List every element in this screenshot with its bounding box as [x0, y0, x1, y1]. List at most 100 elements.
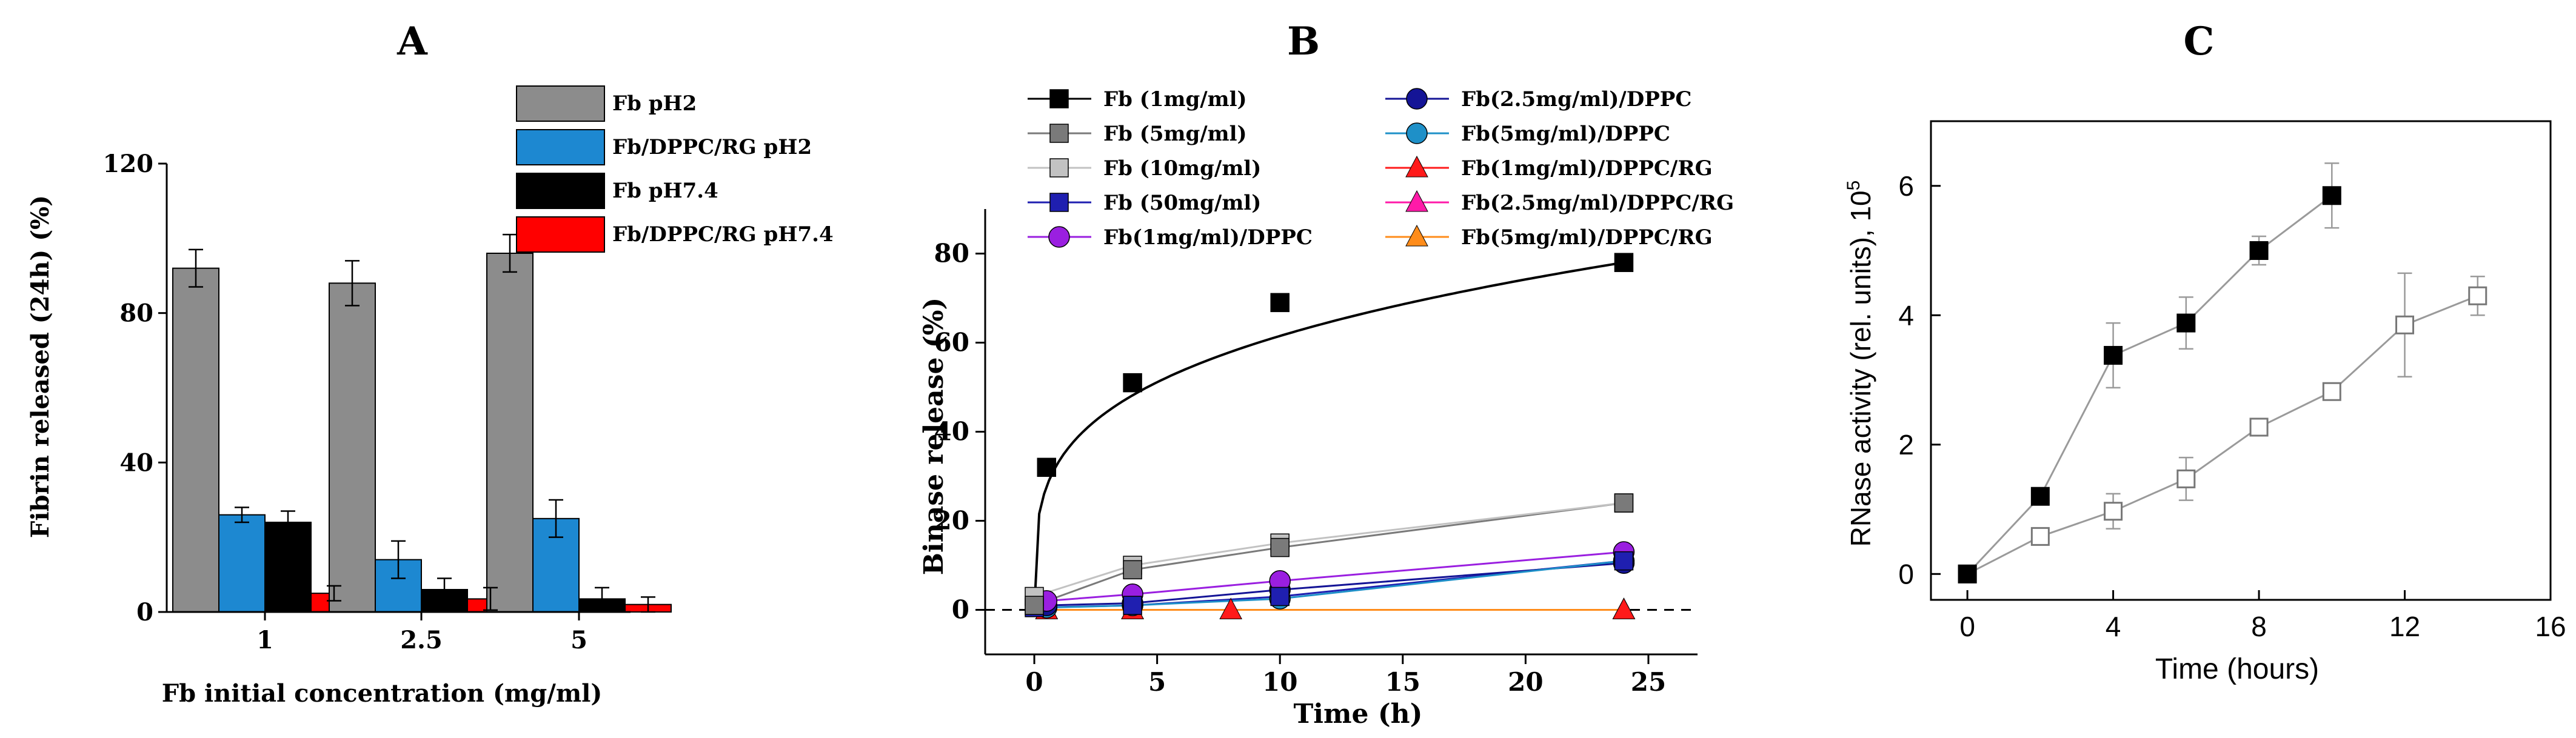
panel-b: B 0 5 10 15 20 25 0 20 40 60 80 Binase release (%)…: [918, 19, 1734, 730]
panel-b-data-point: [1219, 597, 1243, 619]
panel-c-x-tick-label: 12: [2389, 611, 2420, 642]
panel-b-legend-label: Fb(1mg/ml)/DPPC/RG: [1461, 156, 1713, 181]
panel-b-legend-label: Fb(2.5mg/ml)/DPPC: [1461, 87, 1691, 111]
panel-b-legend-label: Fb (50mg/ml): [1103, 191, 1261, 215]
panel-b-series-line: [1046, 562, 1624, 607]
panel-b-data-point: [1270, 537, 1290, 557]
panel-c-y-tick-label: 2: [1898, 429, 1914, 460]
panel-b-x-tick-label: 25: [1631, 667, 1666, 697]
panel-a-legend-swatch: [516, 216, 605, 253]
panel-b-x-tick-label: 15: [1385, 667, 1420, 697]
panel-b-data-point: [1614, 551, 1634, 571]
panel-c-data-point: [1958, 564, 1977, 583]
panel-b-y-axis-title: Binase release (%): [918, 298, 949, 575]
panel-c-series-line: [1967, 194, 2333, 575]
panel-a-x-axis-title: Fb initial concentration (mg/ml): [162, 679, 603, 708]
panel-c-x-tick-label: 8: [2251, 611, 2267, 642]
panel-b-x-tick-label: 20: [1508, 667, 1543, 697]
panel-b-data-point: [1612, 597, 1636, 619]
panel-b-y-tick-label: 60: [934, 328, 969, 357]
panel-c-data-point: [2395, 315, 2415, 334]
panel-c-y-axis-title: RNase activity (rel. units), 105: [1844, 181, 1876, 547]
panel-b-data-point: [1123, 560, 1142, 580]
panel-c-y-tick-label: 0: [1898, 558, 1914, 590]
panel-b-y-tick-label: 40: [934, 417, 969, 447]
panel-a-legend-label: Fb/DPPC/RG pH7.4: [612, 222, 834, 247]
panel-a-bar: [172, 267, 219, 613]
panel-b-series-line: [1034, 502, 1624, 597]
panel-c-x-tick-label: 16: [2535, 611, 2566, 642]
panel-a-legend-label: Fb/DPPC/RG pH2: [612, 135, 812, 159]
panel-c-y-axis-title-text: RNase activity (rel. units), 10: [1845, 190, 1876, 547]
panel-a-legend-label: Fb pH2: [612, 91, 697, 116]
panel-b-data-point: [1270, 293, 1290, 313]
panel-a-legend: Fb pH2 Fb/DPPC/RG pH2 Fb pH7.4 Fb/DPPC/RG p…: [516, 85, 834, 253]
panel-c-data-point: [2322, 186, 2341, 205]
panel-b-legend-label: Fb(5mg/ml)/DPPC/RG: [1461, 225, 1713, 250]
panel-b-legend-marker: [1406, 122, 1428, 144]
panel-b-legend-label: Fb(2.5mg/ml)/DPPC/RG: [1461, 191, 1734, 215]
panel-a-y-axis-title: Fibrin released (24h) (%): [26, 195, 55, 538]
panel-a-y-tick-label: 120: [103, 150, 154, 178]
panel-a-x-tick-label: 1: [256, 626, 273, 654]
panel-b-legend-marker: [1405, 155, 1428, 178]
panel-c-y-tick-label: 6: [1898, 170, 1914, 202]
panel-b-x-tick-label: 10: [1262, 667, 1297, 697]
panel-c-label: C: [2184, 19, 2215, 64]
panel-b-x-tick-label: 0: [1025, 667, 1043, 697]
panel-a-y-tick-label: 40: [119, 448, 153, 477]
panel-b-legend-marker: [1049, 124, 1069, 143]
panel-a-bar: [329, 282, 376, 613]
panel-c-y-axis-exponent: 5: [1844, 181, 1864, 191]
panel-b-x-axis-title: Time (h): [1294, 699, 1423, 730]
panel-b-data-point: [1037, 457, 1057, 477]
panel-b-legend-marker: [1048, 226, 1070, 248]
panel-b-y-tick-label: 80: [934, 239, 969, 268]
panel-b-label: B: [1287, 19, 1320, 64]
panel-b-data-point: [1025, 596, 1044, 615]
panel-b-legend-marker: [1049, 89, 1069, 108]
panel-b-series-line: [1034, 502, 1624, 607]
panel-a-y-tick-label: 80: [119, 299, 153, 328]
panel-c-data-point: [2176, 313, 2196, 333]
panel-c-y-tick-label: 4: [1898, 299, 1914, 331]
panel-b-legend-label: Fb (10mg/ml): [1103, 156, 1261, 181]
panel-c-x-tick-label: 0: [1959, 611, 1975, 642]
panel-c-series-line: [1967, 294, 2478, 575]
panel-b-legend-marker: [1049, 158, 1069, 178]
panel-b-y-tick-label: 0: [952, 595, 969, 625]
panel-c-data-point: [2249, 417, 2269, 437]
panel-c-data-point: [2322, 382, 2341, 401]
panel-a: A 0 40 80 120 1 2.5 5 Fibrin released (24h) (%…: [26, 19, 834, 708]
panel-b-data-point: [1123, 596, 1142, 615]
panel-c-data-point: [2176, 469, 2196, 488]
panel-c-plot-frame: [1930, 120, 2552, 601]
panel-b-legend-label: Fb(1mg/ml)/DPPC: [1103, 225, 1313, 250]
panel-c-data-point: [2104, 345, 2123, 365]
panel-b-y-tick-label: 20: [934, 506, 969, 536]
panel-c-data-point: [2249, 241, 2269, 261]
panel-c-data-point: [2468, 286, 2487, 305]
panel-a-legend-swatch: [516, 173, 605, 209]
panel-b-legend-marker: [1405, 224, 1428, 247]
panel-c-x-tick-label: 4: [2106, 611, 2121, 642]
panel-a-legend-label: Fb pH7.4: [612, 179, 718, 203]
panel-c-data-point: [2030, 487, 2050, 506]
panel-a-bar: [264, 522, 312, 613]
panel-c-data-point: [2030, 527, 2050, 546]
panel-b-series-line: [1033, 261, 1624, 610]
panel-a-label: A: [396, 19, 428, 64]
panel-a-x-tick-label: 5: [570, 626, 587, 654]
panel-b-legend-label: Fb (5mg/ml): [1103, 122, 1247, 146]
panel-b-legend: Fb (1mg/ml) Fb (5mg/ml) Fb (10mg/ml) Fb (50…: [1028, 87, 1734, 250]
panel-c: C 0 4 8 12 16 0 2 4 6 RNase activity (rel. units…: [1844, 19, 2566, 685]
panel-b-legend-marker: [1406, 88, 1428, 110]
panel-c-x-axis-title: Time (hours): [2155, 653, 2319, 685]
panel-b-data-point: [1614, 253, 1634, 272]
panel-b-series-line: [1046, 560, 1624, 609]
panel-b-x-tick-label: 5: [1148, 667, 1166, 697]
panel-b-legend-marker: [1049, 193, 1069, 212]
panel-b-legend-marker: [1405, 190, 1428, 212]
panel-b-legend-label: Fb (1mg/ml): [1103, 87, 1247, 111]
